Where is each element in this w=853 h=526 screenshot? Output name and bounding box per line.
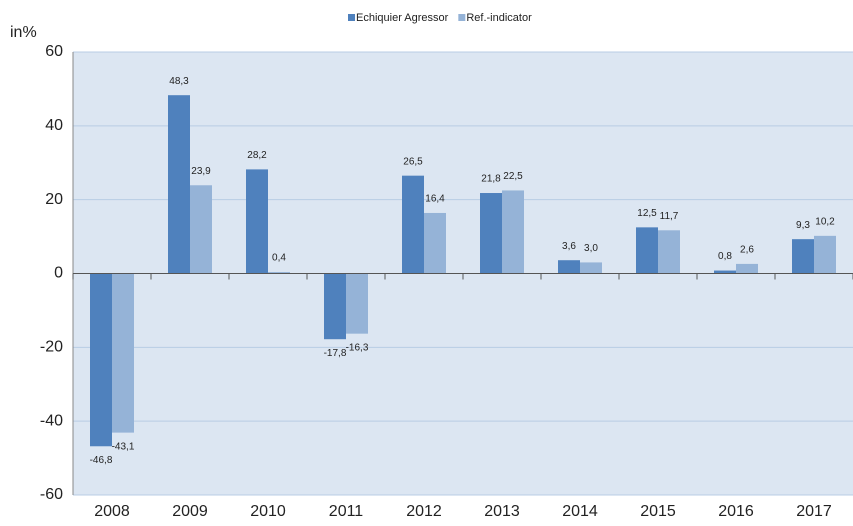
x-tick-label: 2011 (329, 503, 364, 520)
data-label: 0,4 (272, 253, 286, 264)
bar (112, 273, 134, 433)
bar (814, 235, 836, 274)
legend-label: Echiquier Agressor (356, 12, 449, 24)
x-tick-label: 2009 (172, 503, 208, 520)
bar (480, 193, 502, 274)
bar (558, 260, 580, 274)
bar (580, 262, 602, 274)
data-label: 11,7 (660, 211, 679, 222)
data-label: 10,2 (815, 216, 835, 227)
y-axis-label: in% (10, 24, 37, 41)
y-tick-label: 40 (45, 117, 63, 134)
data-label: -46,8 (90, 455, 113, 466)
data-label: 16,4 (425, 194, 445, 205)
legend-label: Ref.-indicator (466, 12, 532, 24)
x-tick-label: 2016 (718, 503, 754, 520)
data-label: 12,5 (637, 208, 657, 219)
bar (402, 175, 424, 274)
y-tick-label: 0 (54, 265, 63, 282)
bar (636, 227, 658, 274)
x-tick-label: 2012 (406, 503, 442, 520)
data-label: 28,2 (247, 150, 267, 161)
bar (346, 273, 368, 334)
data-label: -43,1 (112, 441, 135, 452)
x-tick-label: 2014 (562, 503, 598, 520)
bar (246, 169, 268, 274)
data-label: 48,3 (169, 76, 189, 87)
bar (90, 273, 112, 447)
data-label: 21,8 (481, 174, 501, 185)
data-label: 22,5 (503, 171, 523, 182)
y-tick-label: 20 (45, 191, 63, 208)
data-label: 2,6 (740, 245, 754, 256)
bar (268, 272, 290, 274)
bar (424, 212, 446, 274)
bar (658, 230, 680, 274)
legend-swatch (348, 14, 355, 21)
bar (190, 185, 212, 274)
bar (792, 239, 814, 274)
data-label: 3,6 (562, 241, 576, 252)
x-tick-label: 2013 (484, 503, 520, 520)
bar (324, 273, 346, 340)
bar (168, 95, 190, 274)
data-label: 0,8 (718, 251, 732, 262)
data-label: -16,3 (346, 342, 369, 353)
y-tick-label: -20 (40, 339, 63, 356)
y-tick-label: -60 (40, 486, 63, 503)
data-label: 9,3 (796, 220, 810, 231)
y-tick-label: 60 (45, 43, 63, 60)
data-label: -17,8 (324, 348, 347, 359)
x-tick-label: 2017 (796, 503, 832, 520)
data-label: 26,5 (403, 156, 423, 167)
legend-swatch (458, 14, 466, 21)
x-tick-label: 2010 (250, 503, 286, 520)
data-label: 3,0 (584, 243, 598, 254)
x-tick-label: 2015 (640, 503, 676, 520)
y-tick-label: -40 (40, 412, 63, 429)
x-tick-label: 2008 (94, 503, 130, 520)
bar (502, 190, 524, 274)
data-label: 23,9 (191, 166, 211, 177)
bar (736, 263, 758, 274)
bar (714, 270, 736, 274)
